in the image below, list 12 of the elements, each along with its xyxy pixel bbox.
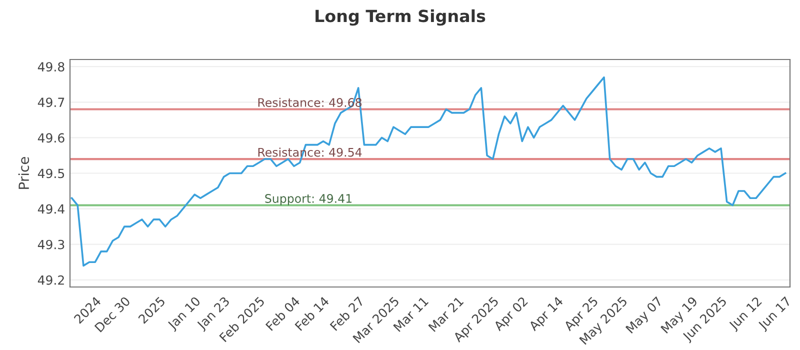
x-tick-label: Apr 14	[528, 296, 566, 334]
y-tick-label: 49.8	[38, 62, 64, 72]
ref-line-label: Support: 49.41	[265, 194, 352, 206]
y-axis-title: Price	[18, 157, 30, 189]
y-tick-label: 49.3	[38, 240, 64, 250]
chart-title: Long Term Signals	[316, 9, 486, 26]
y-tick-label: 49.5	[38, 168, 64, 178]
y-tick-label: 49.2	[38, 275, 64, 285]
line-series	[70, 76, 786, 267]
y-tick-label: 49.7	[38, 98, 64, 108]
y-tick-label: 49.6	[38, 133, 64, 143]
y-tick-label: 49.4	[38, 204, 64, 214]
